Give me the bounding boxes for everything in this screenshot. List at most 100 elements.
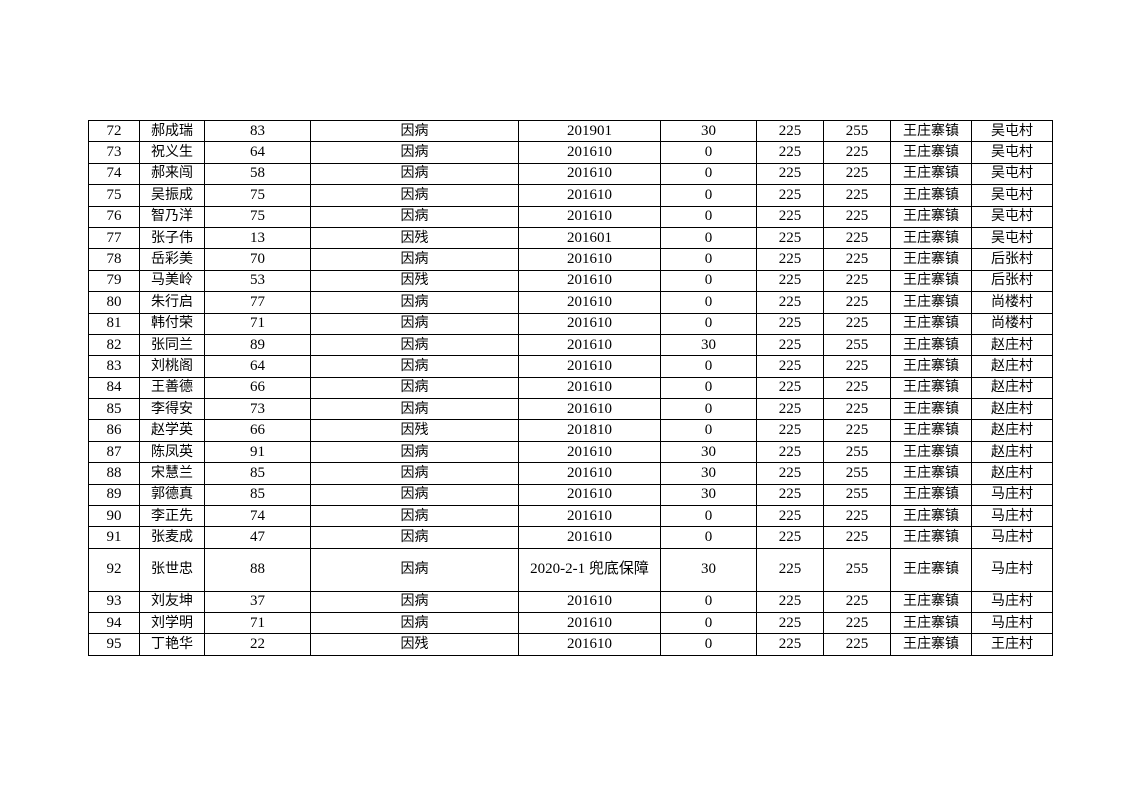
cell-extra-amount: 0 bbox=[660, 162, 757, 186]
cell-extra-amount: 0 bbox=[660, 633, 757, 656]
cell-reason: 因病 bbox=[310, 526, 519, 549]
cell-age: 83 bbox=[204, 119, 311, 143]
cell-reason: 因病 bbox=[310, 291, 519, 314]
cell-town: 王庄寨镇 bbox=[890, 526, 972, 549]
cell-base-amount: 225 bbox=[756, 590, 824, 614]
table-row: 88 宋慧兰 85 因病 201610 30 225 255 王庄寨镇 赵庄村 bbox=[88, 462, 1053, 485]
cell-village: 王庄村 bbox=[971, 633, 1053, 656]
cell-name: 吴振成 bbox=[139, 184, 205, 207]
cell-start-date: 201610 bbox=[518, 611, 661, 635]
cell-name: 朱行启 bbox=[139, 291, 205, 314]
cell-total-amount: 225 bbox=[823, 590, 891, 614]
cell-name: 智乃洋 bbox=[139, 205, 205, 228]
cell-total-amount: 255 bbox=[823, 333, 891, 357]
cell-reason: 因病 bbox=[310, 483, 519, 507]
cell-age: 85 bbox=[204, 462, 311, 485]
cell-row-number: 84 bbox=[88, 376, 140, 400]
cell-age: 73 bbox=[204, 398, 311, 421]
cell-total-amount: 225 bbox=[823, 312, 891, 335]
cell-start-date: 201610 bbox=[518, 312, 661, 335]
cell-age: 88 bbox=[204, 547, 311, 592]
table-row: 76 智乃洋 75 因病 201610 0 225 225 王庄寨镇 吴屯村 bbox=[88, 205, 1053, 228]
cell-row-number: 80 bbox=[88, 291, 140, 314]
cell-extra-amount: 30 bbox=[660, 483, 757, 507]
cell-total-amount: 255 bbox=[823, 462, 891, 485]
cell-age: 91 bbox=[204, 440, 311, 464]
cell-reason: 因残 bbox=[310, 226, 519, 250]
cell-age: 75 bbox=[204, 184, 311, 207]
cell-name: 李得安 bbox=[139, 398, 205, 421]
cell-base-amount: 225 bbox=[756, 269, 824, 293]
cell-name: 王善德 bbox=[139, 376, 205, 400]
cell-extra-amount: 0 bbox=[660, 226, 757, 250]
cell-town: 王庄寨镇 bbox=[890, 419, 972, 442]
cell-age: 64 bbox=[204, 141, 311, 164]
cell-extra-amount: 0 bbox=[660, 526, 757, 549]
cell-start-date: 2020-2-1 兜底保障 bbox=[518, 547, 661, 592]
cell-age: 85 bbox=[204, 483, 311, 507]
cell-name: 李正先 bbox=[139, 505, 205, 528]
cell-base-amount: 225 bbox=[756, 611, 824, 635]
cell-village: 吴屯村 bbox=[971, 184, 1053, 207]
cell-town: 王庄寨镇 bbox=[890, 376, 972, 400]
cell-total-amount: 225 bbox=[823, 419, 891, 442]
cell-age: 70 bbox=[204, 248, 311, 271]
cell-base-amount: 225 bbox=[756, 141, 824, 164]
cell-base-amount: 225 bbox=[756, 184, 824, 207]
assistance-table: 72 郝成瑞 83 因病 201901 30 225 255 王庄寨镇 吴屯村 73 祝义生 64 因病 2… bbox=[88, 119, 1053, 656]
cell-age: 37 bbox=[204, 590, 311, 614]
cell-start-date: 201610 bbox=[518, 184, 661, 207]
cell-age: 71 bbox=[204, 312, 311, 335]
cell-start-date: 201610 bbox=[518, 526, 661, 549]
cell-town: 王庄寨镇 bbox=[890, 226, 972, 250]
cell-town: 王庄寨镇 bbox=[890, 590, 972, 614]
cell-village: 赵庄村 bbox=[971, 398, 1053, 421]
cell-row-number: 85 bbox=[88, 398, 140, 421]
cell-reason: 因病 bbox=[310, 440, 519, 464]
cell-reason: 因病 bbox=[310, 462, 519, 485]
cell-row-number: 94 bbox=[88, 611, 140, 635]
cell-village: 尚楼村 bbox=[971, 312, 1053, 335]
cell-name: 赵学英 bbox=[139, 419, 205, 442]
cell-base-amount: 225 bbox=[756, 547, 824, 592]
cell-name: 马美岭 bbox=[139, 269, 205, 293]
cell-extra-amount: 30 bbox=[660, 333, 757, 357]
cell-row-number: 72 bbox=[88, 119, 140, 143]
cell-base-amount: 225 bbox=[756, 419, 824, 442]
cell-row-number: 74 bbox=[88, 162, 140, 186]
cell-name: 刘友坤 bbox=[139, 590, 205, 614]
cell-row-number: 88 bbox=[88, 462, 140, 485]
table-row: 78 岳彩美 70 因病 201610 0 225 225 王庄寨镇 后张村 bbox=[88, 248, 1053, 271]
cell-start-date: 201610 bbox=[518, 462, 661, 485]
cell-start-date: 201610 bbox=[518, 333, 661, 357]
cell-start-date: 201610 bbox=[518, 162, 661, 186]
cell-town: 王庄寨镇 bbox=[890, 398, 972, 421]
cell-extra-amount: 0 bbox=[660, 205, 757, 228]
cell-name: 张同兰 bbox=[139, 333, 205, 357]
cell-reason: 因病 bbox=[310, 141, 519, 164]
cell-village: 马庄村 bbox=[971, 547, 1053, 592]
cell-base-amount: 225 bbox=[756, 440, 824, 464]
cell-total-amount: 225 bbox=[823, 184, 891, 207]
cell-town: 王庄寨镇 bbox=[890, 312, 972, 335]
cell-town: 王庄寨镇 bbox=[890, 248, 972, 271]
cell-start-date: 201610 bbox=[518, 483, 661, 507]
cell-reason: 因病 bbox=[310, 355, 519, 378]
cell-base-amount: 225 bbox=[756, 483, 824, 507]
cell-row-number: 81 bbox=[88, 312, 140, 335]
cell-row-number: 73 bbox=[88, 141, 140, 164]
cell-reason: 因病 bbox=[310, 590, 519, 614]
cell-row-number: 77 bbox=[88, 226, 140, 250]
cell-start-date: 201901 bbox=[518, 119, 661, 143]
cell-row-number: 95 bbox=[88, 633, 140, 656]
cell-extra-amount: 30 bbox=[660, 119, 757, 143]
table-row: 82 张同兰 89 因病 201610 30 225 255 王庄寨镇 赵庄村 bbox=[88, 333, 1053, 357]
cell-age: 74 bbox=[204, 505, 311, 528]
cell-town: 王庄寨镇 bbox=[890, 333, 972, 357]
cell-total-amount: 225 bbox=[823, 611, 891, 635]
cell-row-number: 93 bbox=[88, 590, 140, 614]
cell-village: 赵庄村 bbox=[971, 376, 1053, 400]
cell-start-date: 201610 bbox=[518, 376, 661, 400]
cell-village: 赵庄村 bbox=[971, 419, 1053, 442]
table-row: 92 张世忠 88 因病 2020-2-1 兜底保障 30 225 255 王庄寨镇 马庄村 bbox=[88, 547, 1053, 592]
